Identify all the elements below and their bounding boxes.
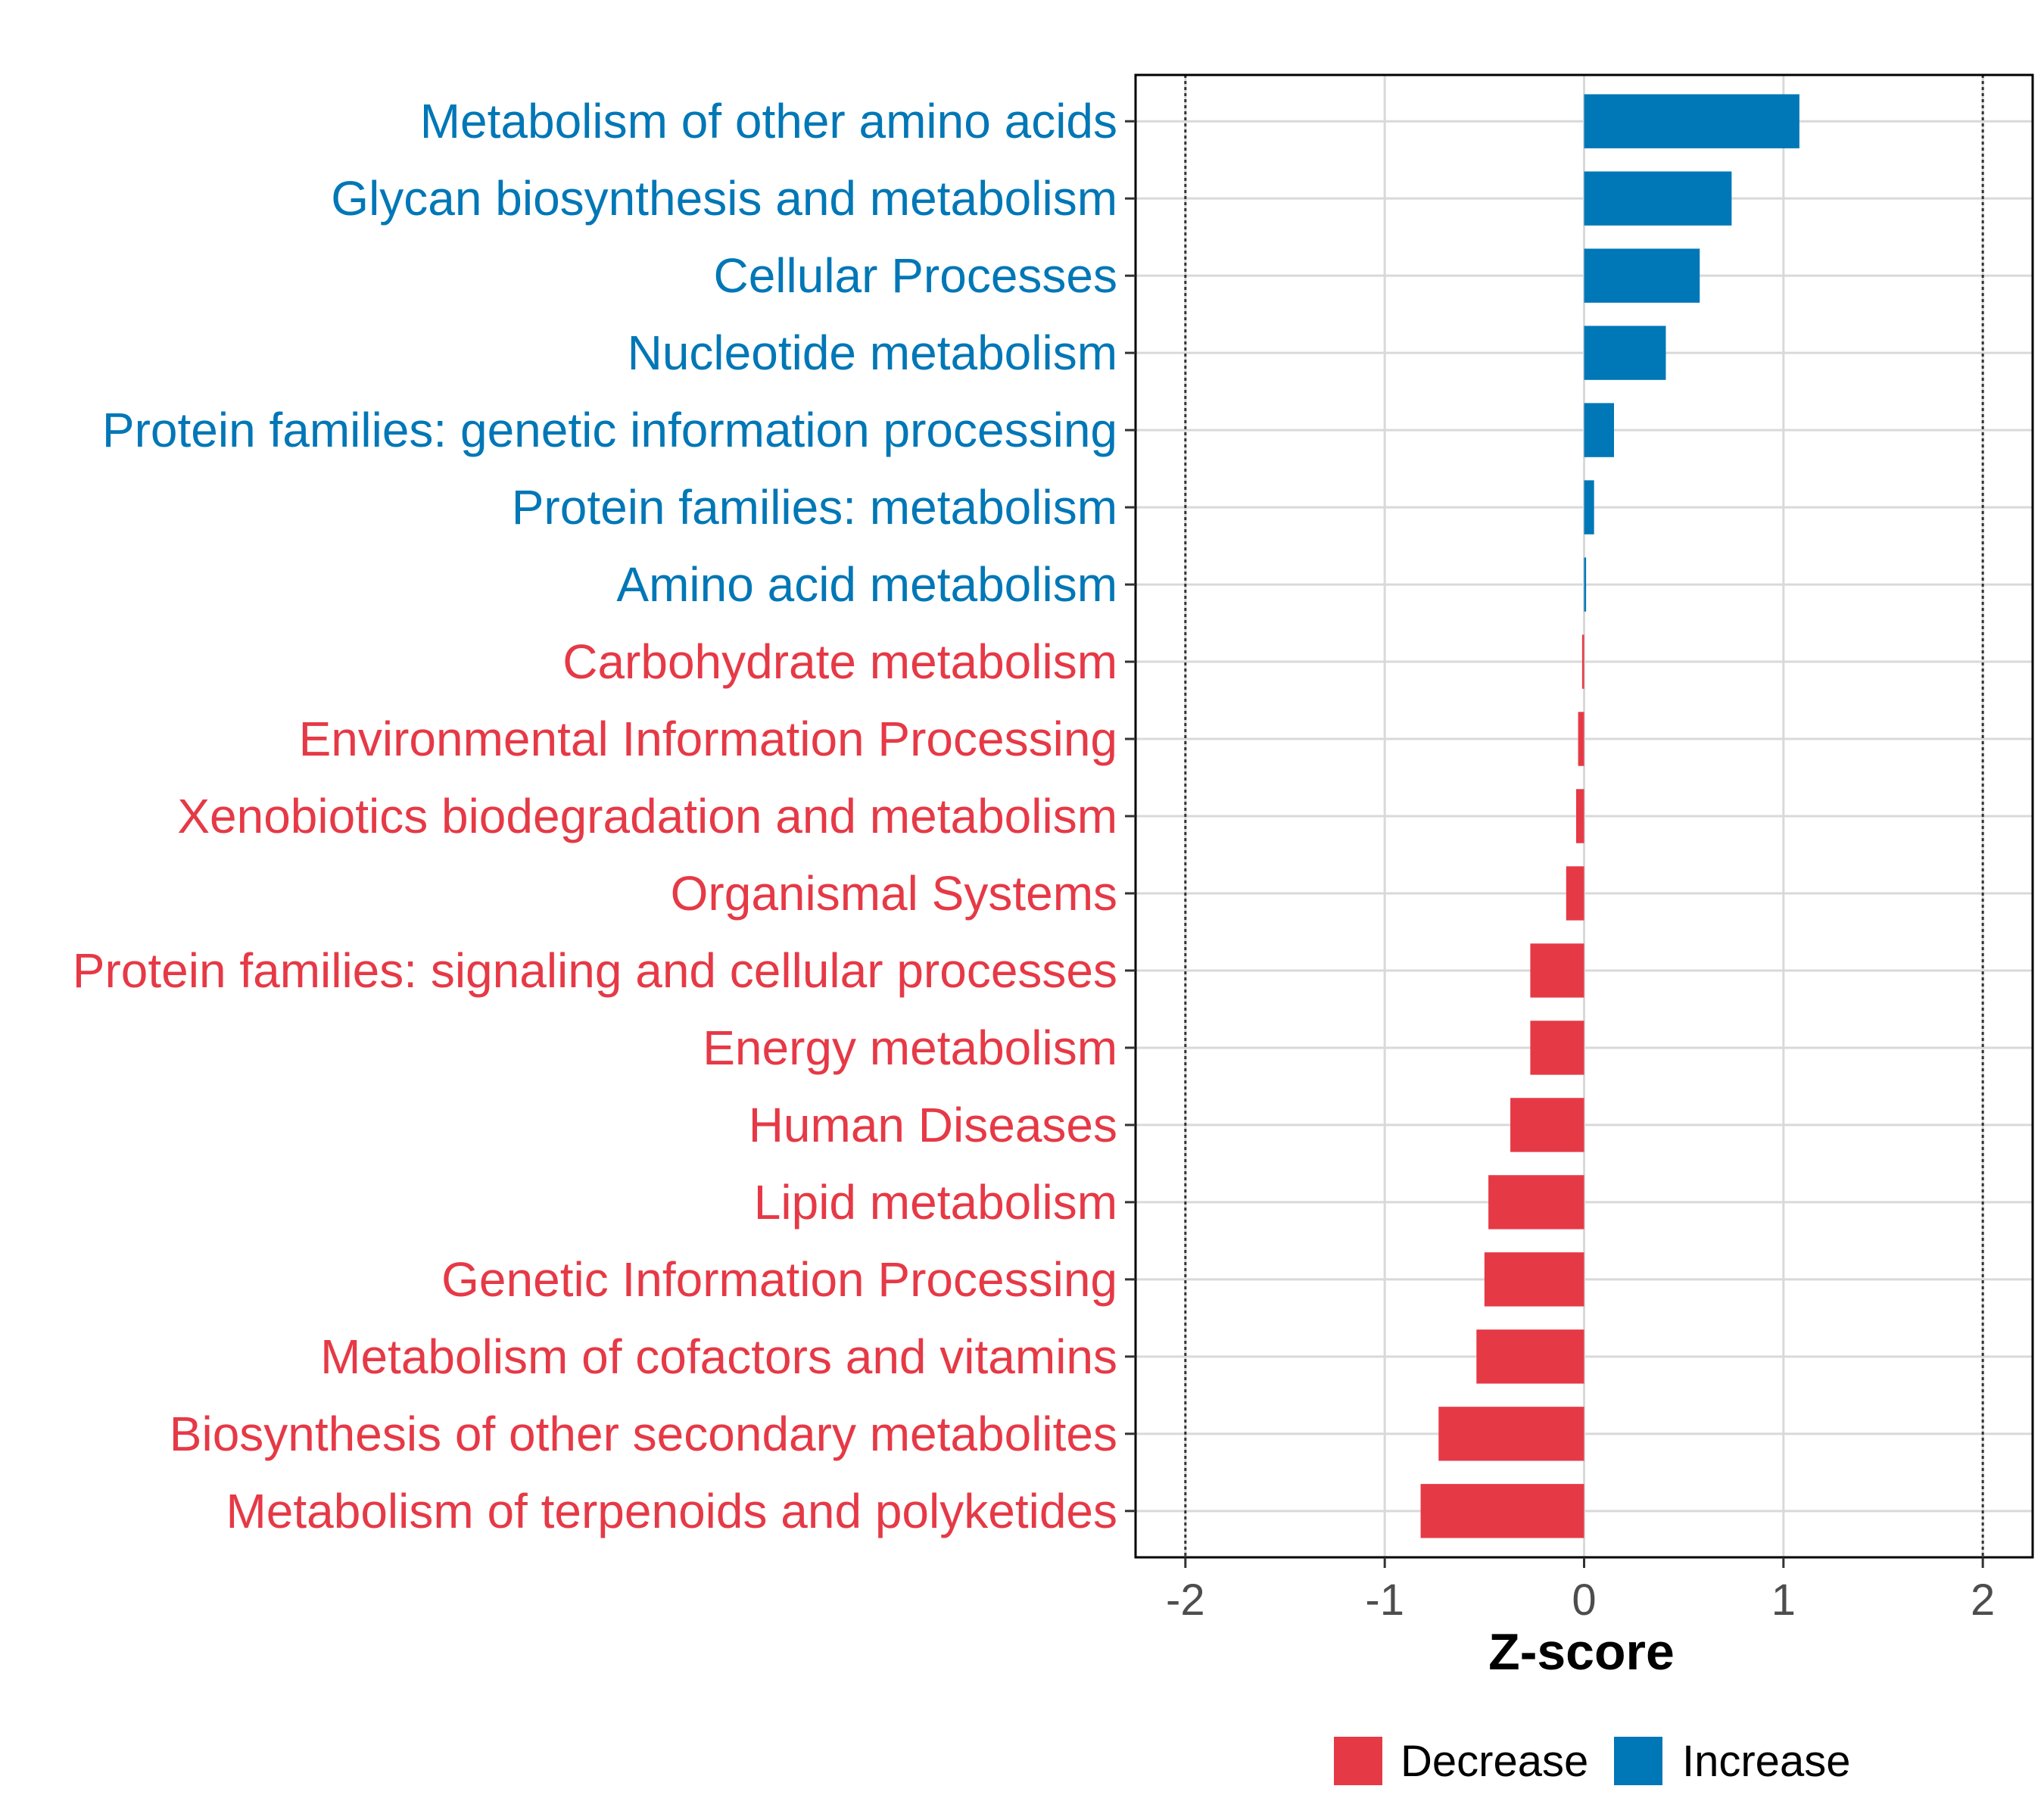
category-label: Genetic Information Processing xyxy=(441,1252,1117,1307)
x-axis-ticks: -2 -1 0 1 2 xyxy=(1166,1557,1995,1625)
bar xyxy=(1420,1484,1584,1538)
x-tick-label: -1 xyxy=(1365,1575,1404,1625)
legend-label-decrease: Decrease xyxy=(1401,1737,1588,1786)
category-label: Energy metabolism xyxy=(703,1021,1117,1075)
bars xyxy=(1420,94,1799,1538)
bar xyxy=(1484,1252,1584,1307)
bar xyxy=(1584,403,1614,457)
category-label: Carbohydrate metabolism xyxy=(562,634,1117,689)
category-label: Protein families: genetic information pr… xyxy=(102,403,1117,457)
category-label: Lipid metabolism xyxy=(754,1175,1117,1230)
category-label: Environmental Information Processing xyxy=(299,712,1117,766)
bar xyxy=(1488,1175,1584,1230)
category-label: Metabolism of other amino acids xyxy=(420,94,1117,148)
bar xyxy=(1584,480,1594,535)
bar xyxy=(1584,557,1587,612)
reference-lines xyxy=(1184,75,1984,1557)
bar xyxy=(1584,171,1732,226)
category-label: Biosynthesis of other secondary metaboli… xyxy=(170,1407,1117,1461)
bar xyxy=(1530,943,1584,998)
x-tick-label: 0 xyxy=(1572,1575,1596,1625)
bar xyxy=(1476,1329,1584,1384)
category-label: Human Diseases xyxy=(749,1098,1117,1152)
category-label: Metabolism of cofactors and vitamins xyxy=(320,1329,1117,1384)
bar xyxy=(1530,1021,1584,1075)
category-label: Protein families: metabolism xyxy=(512,480,1117,535)
category-label: Cellular Processes xyxy=(713,248,1117,303)
y-axis-ticks xyxy=(1125,120,1136,1513)
category-label: Amino acid metabolism xyxy=(616,557,1117,612)
x-tick-label: 2 xyxy=(1971,1575,1995,1625)
category-label: Organismal Systems xyxy=(671,866,1117,921)
bar xyxy=(1510,1098,1584,1152)
category-label: Glycan biosynthesis and metabolism xyxy=(331,171,1117,226)
bar xyxy=(1584,94,1799,148)
x-tick-label: 1 xyxy=(1771,1575,1796,1625)
bar xyxy=(1566,866,1584,921)
bar xyxy=(1575,789,1584,843)
category-label: Nucleotide metabolism xyxy=(628,326,1117,380)
y-axis-labels: Metabolism of other amino acids Glycan bi… xyxy=(73,94,1117,1538)
bar xyxy=(1578,712,1584,766)
bar xyxy=(1584,326,1666,380)
category-label: Xenobiotics biodegradation and metabolis… xyxy=(177,789,1117,843)
legend-swatch-decrease xyxy=(1334,1737,1382,1785)
legend-swatch-increase xyxy=(1614,1737,1662,1785)
legend-label-increase: Increase xyxy=(1682,1737,1850,1786)
x-axis-title: Z-score xyxy=(1488,1623,1675,1681)
bar xyxy=(1581,634,1584,689)
legend: Decrease Increase xyxy=(1334,1737,1850,1786)
category-label: Metabolism of terpenoids and polyketides xyxy=(226,1484,1117,1538)
x-tick-label: -2 xyxy=(1166,1575,1205,1625)
bar xyxy=(1438,1407,1584,1461)
category-label: Protein families: signaling and cellular… xyxy=(73,943,1117,998)
bar xyxy=(1584,248,1700,303)
